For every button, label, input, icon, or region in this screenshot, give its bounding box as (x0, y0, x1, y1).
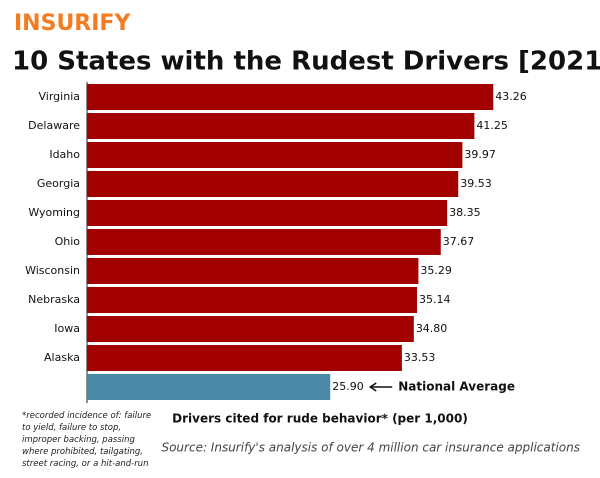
bar (87, 84, 494, 110)
source: Source: Insurify's analysis of over 4 mi… (161, 441, 580, 455)
annotation-arrowhead (368, 382, 377, 392)
value-label: 38.35 (449, 206, 481, 219)
brand-logo: INSURIFY (14, 11, 131, 36)
bar (87, 258, 419, 284)
bar (87, 316, 414, 342)
value-label: 41.25 (476, 119, 508, 132)
y-tick-label: Alaska (44, 351, 80, 364)
y-tick-label: Ohio (55, 235, 81, 248)
bar (87, 229, 441, 255)
value-label: 34.80 (416, 322, 448, 335)
value-label: 25.90 (332, 380, 364, 393)
bar (87, 113, 475, 139)
x-axis-label: Drivers cited for rude behavior* (per 1,… (172, 412, 468, 426)
y-tick-label: Virginia (39, 90, 80, 103)
value-label: 39.97 (464, 148, 496, 161)
bar (87, 287, 418, 313)
bar (87, 142, 463, 168)
value-label: 33.53 (404, 351, 436, 364)
value-label: 39.53 (460, 177, 492, 190)
y-tick-label: Wisconsin (25, 264, 80, 277)
bar (87, 374, 331, 400)
value-label: 43.26 (495, 90, 527, 103)
value-label: 37.67 (443, 235, 475, 248)
bar (87, 345, 402, 371)
y-tick-label: Nebraska (28, 293, 80, 306)
bar (87, 171, 459, 197)
value-label: 35.14 (419, 293, 451, 306)
y-tick-label: Idaho (49, 148, 80, 161)
y-tick-label: Iowa (54, 322, 80, 335)
footnote: *recorded incidence of: failure to yield… (22, 411, 152, 469)
bar (87, 200, 448, 226)
y-tick-label: Wyoming (28, 206, 80, 219)
annotation: National Average (398, 380, 515, 394)
value-label: 35.29 (420, 264, 452, 277)
y-tick-label: Delaware (28, 119, 80, 132)
chart-title: 10 States with the Rudest Drivers [2021] (12, 47, 600, 77)
y-tick-label: Georgia (37, 177, 80, 190)
